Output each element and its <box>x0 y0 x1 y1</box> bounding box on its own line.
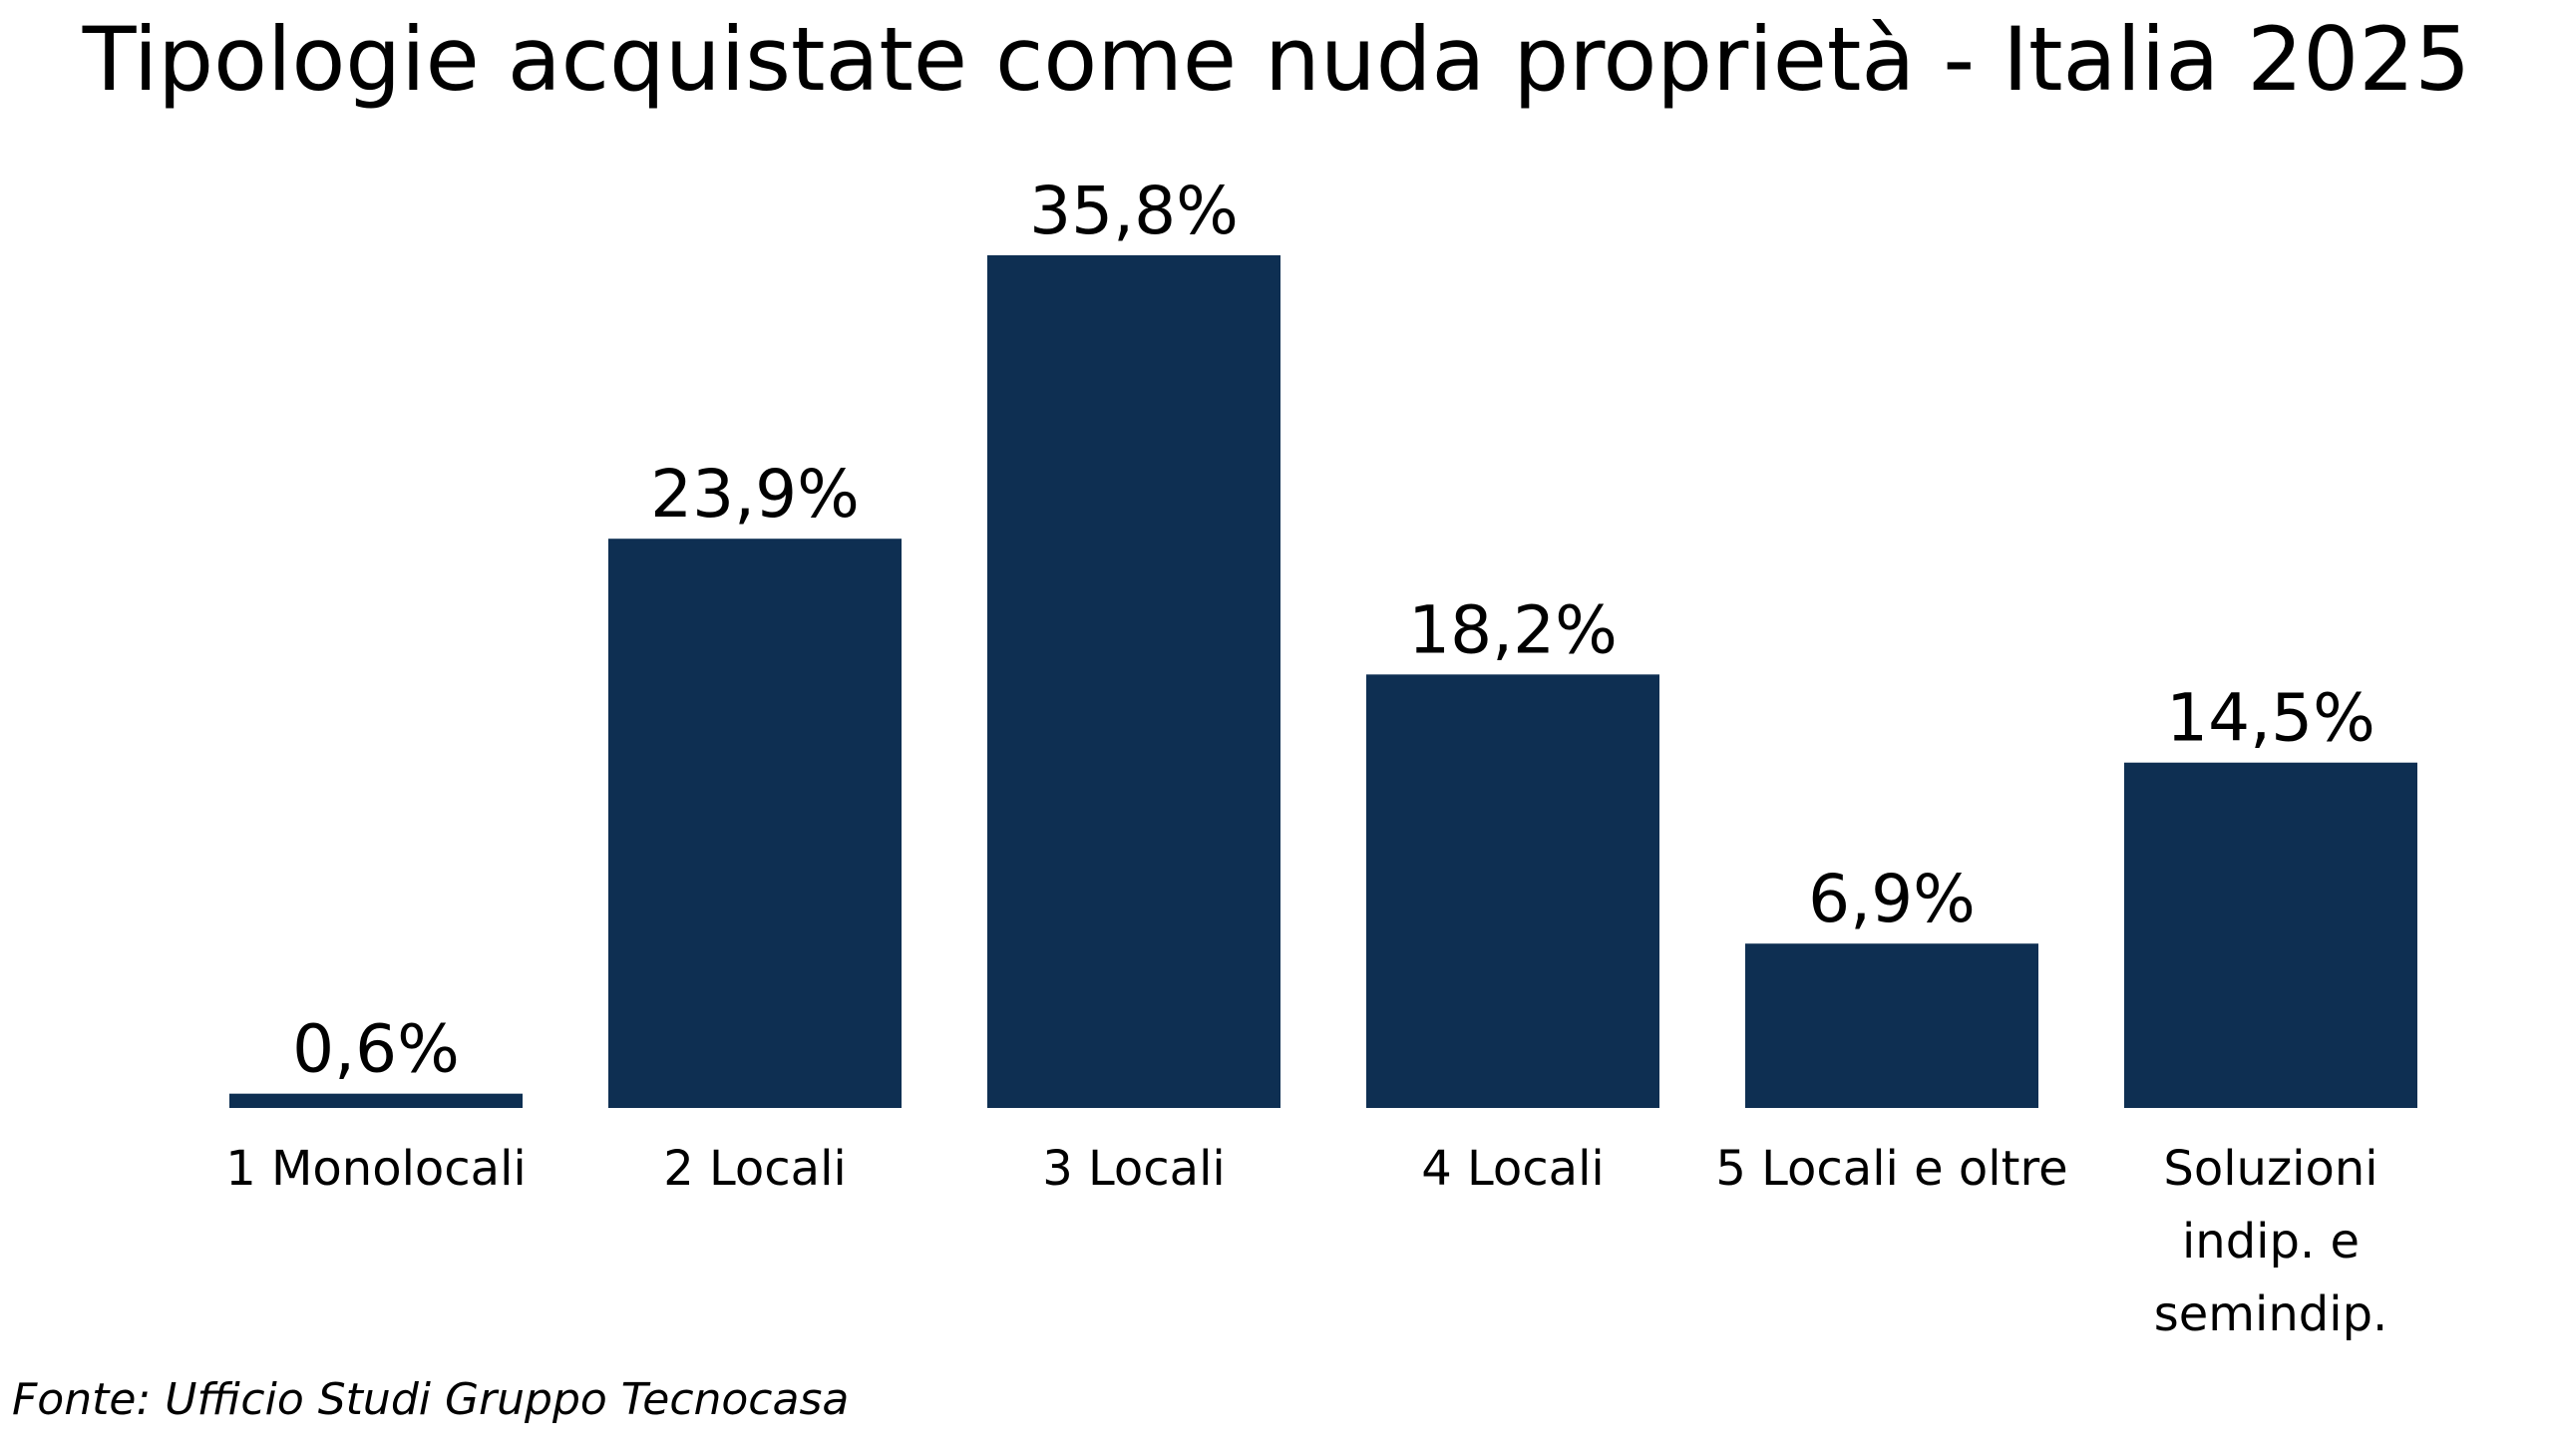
category-label-3: 4 Locali <box>1421 1141 1605 1197</box>
bar-4 <box>1745 943 2038 1108</box>
value-label-3: 18,2% <box>1408 591 1618 668</box>
category-label-1: 2 Locali <box>663 1141 847 1197</box>
bar-2 <box>987 255 1280 1108</box>
value-label-4: 6,9% <box>1808 861 1976 937</box>
bar-0 <box>229 1093 523 1108</box>
category-label-line: indip. e <box>2182 1214 2360 1270</box>
value-label-2: 35,8% <box>1029 173 1239 249</box>
category-label-line: 3 Locali <box>1042 1141 1226 1197</box>
bar-3 <box>1366 674 1659 1108</box>
category-label-4: 5 Locali e oltre <box>1715 1141 2067 1197</box>
value-label-5: 14,5% <box>2166 680 2375 757</box>
bars-layer <box>229 255 2417 1108</box>
category-label-0: 1 Monolocali <box>225 1141 527 1197</box>
value-labels-layer: 0,6% 23,9% 35,8% 18,2% 6,9% 14,5% <box>292 173 2375 1088</box>
category-label-5: Soluzioni indip. e semindip. <box>2154 1141 2388 1342</box>
chart-title: Tipologie acquistate come nuda proprietà… <box>82 8 2471 111</box>
category-labels-layer: 1 Monolocali 2 Locali 3 Locali 4 Locali 5 Lo… <box>225 1141 2387 1342</box>
value-label-0: 0,6% <box>292 1011 460 1088</box>
category-label-line: 2 Locali <box>663 1141 847 1197</box>
bar-5 <box>2124 762 2417 1108</box>
category-label-line: 1 Monolocali <box>225 1141 527 1197</box>
category-label-line: 5 Locali e oltre <box>1715 1141 2067 1197</box>
category-label-2: 3 Locali <box>1042 1141 1226 1197</box>
bar-1 <box>608 539 902 1108</box>
category-label-line: semindip. <box>2154 1286 2388 1342</box>
category-label-line: Soluzioni <box>2163 1141 2377 1197</box>
source-note: Fonte: Ufficio Studi Gruppo Tecnocasa <box>12 1374 850 1425</box>
category-label-line: 4 Locali <box>1421 1141 1605 1197</box>
value-label-1: 23,9% <box>650 456 860 533</box>
